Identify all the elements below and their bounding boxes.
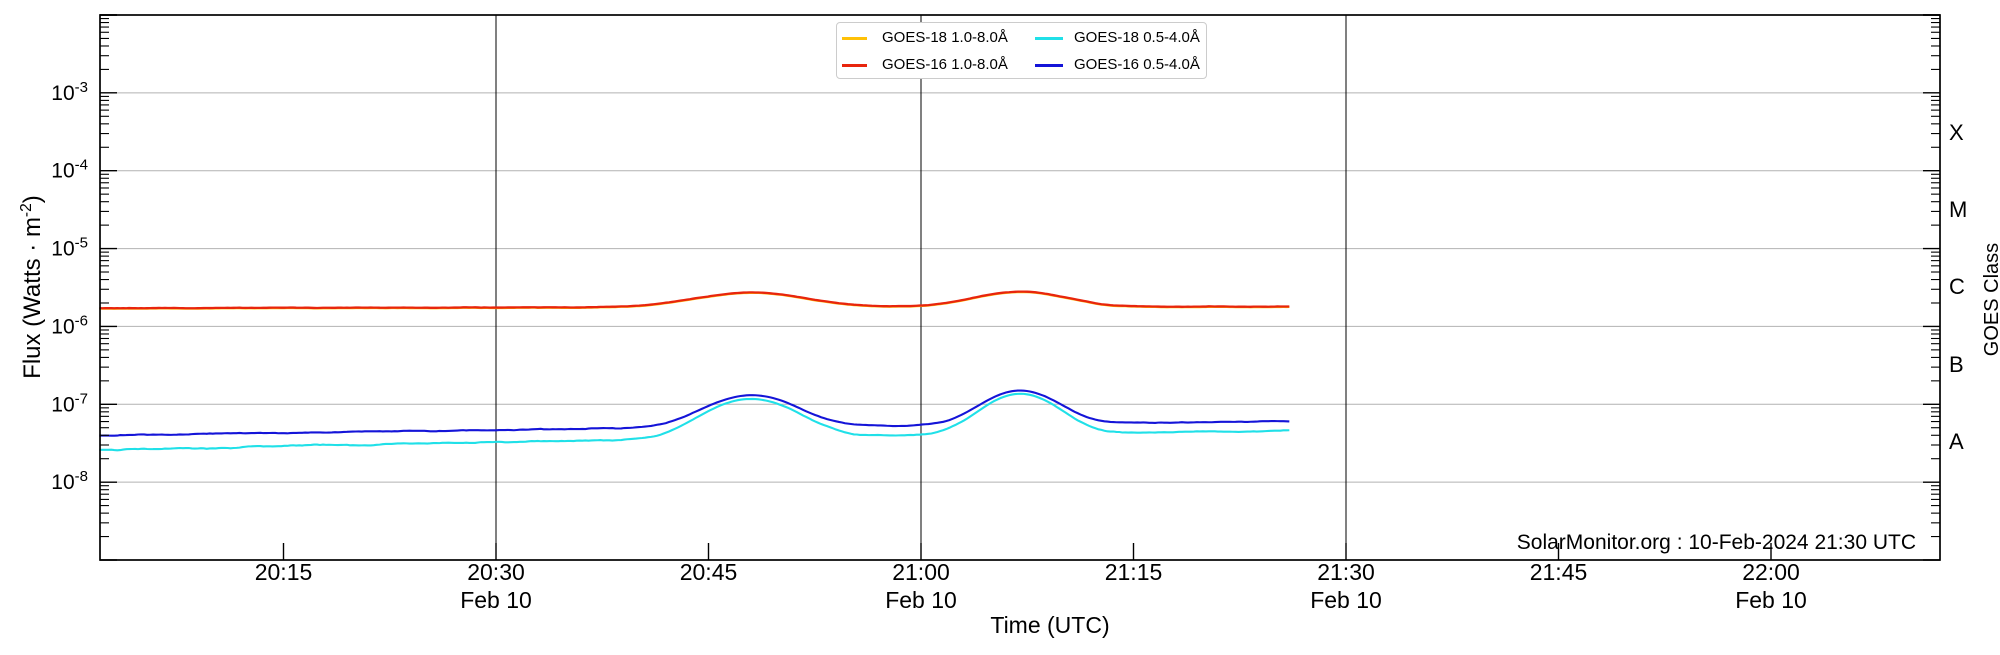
svg-text:20:45: 20:45: [680, 559, 738, 585]
svg-text:21:00: 21:00: [892, 559, 950, 585]
svg-text:Feb 10: Feb 10: [1735, 587, 1807, 613]
svg-text:Feb 10: Feb 10: [1310, 587, 1382, 613]
svg-text:21:15: 21:15: [1105, 559, 1163, 585]
svg-text:20:15: 20:15: [255, 559, 313, 585]
svg-text:Feb 10: Feb 10: [460, 587, 532, 613]
svg-text:22:00: 22:00: [1742, 559, 1800, 585]
svg-text:20:30: 20:30: [467, 559, 525, 585]
svg-text:21:45: 21:45: [1530, 559, 1588, 585]
svg-text:21:30: 21:30: [1317, 559, 1375, 585]
svg-text:Feb 10: Feb 10: [885, 587, 957, 613]
